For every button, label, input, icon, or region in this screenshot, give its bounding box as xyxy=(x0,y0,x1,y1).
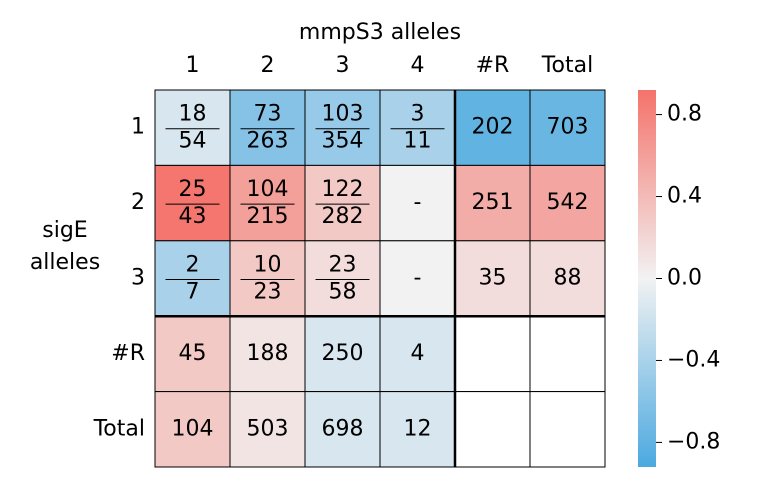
colorbar-tick-label: −0.8 xyxy=(667,429,720,454)
y-tick-label: #R xyxy=(111,341,145,366)
colorbar-tick-label: −0.4 xyxy=(667,347,720,372)
colorbar-tick-label: 0.8 xyxy=(667,102,702,127)
cell-numerator: 103 xyxy=(322,102,364,127)
heatmap-cell xyxy=(154,391,231,468)
x-tick-label: #R xyxy=(476,53,510,78)
x-axis-title: mmpS3 alleles xyxy=(299,20,461,45)
cell-denominator: 58 xyxy=(329,280,357,305)
cell-label: 45 xyxy=(179,341,207,366)
heatmap-cell xyxy=(154,89,231,166)
cell-denominator: 23 xyxy=(254,280,282,305)
cell-label: 250 xyxy=(322,341,364,366)
y-tick-label: 1 xyxy=(131,115,145,140)
cell-label: 12 xyxy=(404,416,432,441)
cell-numerator: 3 xyxy=(411,102,425,127)
cell-numerator: 104 xyxy=(247,177,289,202)
cell-denominator: 54 xyxy=(179,129,207,154)
cell-numerator: 25 xyxy=(179,177,207,202)
cell-label: 251 xyxy=(472,190,514,215)
cell-denominator: 354 xyxy=(322,129,364,154)
x-tick-label: 1 xyxy=(186,53,200,78)
heatmap-cell xyxy=(454,89,531,166)
cell-label: 188 xyxy=(247,341,289,366)
x-tick-label: 3 xyxy=(336,53,350,78)
cell-denominator: 282 xyxy=(322,204,364,229)
x-tick-label: 4 xyxy=(411,53,425,78)
cell-numerator: 2 xyxy=(186,253,200,278)
heatmap-cell xyxy=(379,391,456,468)
y-tick-label: 3 xyxy=(131,266,145,291)
heatmap-cell xyxy=(229,391,306,468)
x-tick-label: Total xyxy=(541,53,593,78)
x-tick-label: 2 xyxy=(261,53,275,78)
y-axis-title: sigE alleles xyxy=(29,218,101,275)
y-tick-label: Total xyxy=(93,416,145,441)
cell-numerator: 73 xyxy=(254,102,282,127)
heatmap-cell xyxy=(229,164,306,242)
heatmap-cell xyxy=(529,89,606,166)
cell-numerator: 10 xyxy=(254,253,282,278)
heatmap-cell xyxy=(154,315,231,393)
colorbar-tick-label: 0.4 xyxy=(667,184,702,209)
cell-denominator: 7 xyxy=(186,280,200,305)
cell-label: 542 xyxy=(547,190,589,215)
cell-label: 202 xyxy=(472,115,514,140)
cell-label: 104 xyxy=(172,416,214,441)
heatmap-cell xyxy=(304,240,381,317)
cell-label: 4 xyxy=(411,341,425,366)
cell-label: 698 xyxy=(322,416,364,441)
heatmap-cell xyxy=(229,89,306,166)
cell-label: 88 xyxy=(554,266,582,291)
cell-denominator: 11 xyxy=(404,129,432,154)
cell-label: 503 xyxy=(247,416,289,441)
cell-label: - xyxy=(414,266,422,291)
heatmap-cell xyxy=(304,315,381,393)
heatmap-cell xyxy=(454,315,531,393)
heatmap-cell xyxy=(454,391,531,468)
cell-denominator: 43 xyxy=(179,204,207,229)
heatmap-cell xyxy=(304,89,381,166)
heatmap-cell xyxy=(529,315,606,393)
colorbar xyxy=(638,90,656,467)
y-tick-label: 2 xyxy=(131,190,145,215)
cell-label: 703 xyxy=(547,115,589,140)
heatmap-cell xyxy=(229,315,306,393)
heatmap-cell xyxy=(229,240,306,317)
cell-label: - xyxy=(414,190,422,215)
heatmap-cell xyxy=(154,164,231,242)
cell-numerator: 122 xyxy=(322,177,364,202)
heatmap-cell xyxy=(529,391,606,468)
heatmap-cell xyxy=(529,164,606,242)
cell-numerator: 23 xyxy=(329,253,357,278)
cell-denominator: 215 xyxy=(247,204,289,229)
cell-denominator: 263 xyxy=(247,129,289,154)
cell-numerator: 18 xyxy=(179,102,207,127)
cell-label: 35 xyxy=(479,266,507,291)
colorbar-tick-label: 0.0 xyxy=(667,266,702,291)
heatmap-cell xyxy=(304,391,381,468)
heatmap-cell xyxy=(304,164,381,242)
heatmap-cell xyxy=(529,240,606,317)
heatmap-cell xyxy=(454,164,531,242)
